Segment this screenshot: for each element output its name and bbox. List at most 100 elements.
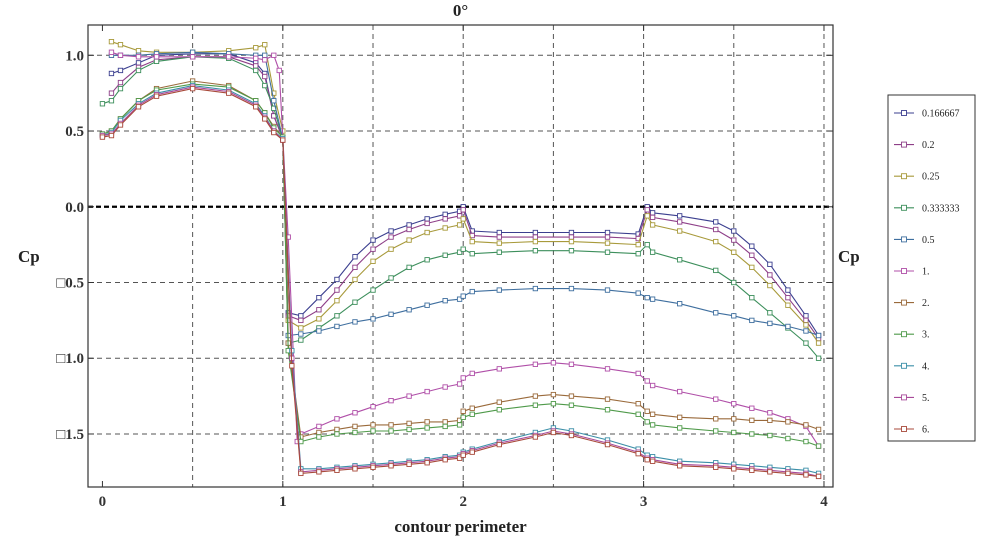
data-point bbox=[749, 405, 755, 411]
data-point bbox=[370, 316, 376, 322]
data-point bbox=[713, 226, 719, 233]
data-point bbox=[424, 257, 430, 263]
data-point bbox=[316, 295, 322, 301]
series-6. bbox=[99, 85, 822, 480]
data-point bbox=[442, 216, 448, 222]
data-point bbox=[406, 420, 412, 427]
data-point bbox=[644, 213, 650, 219]
data-point bbox=[262, 57, 268, 63]
data-point bbox=[424, 216, 430, 222]
data-point bbox=[424, 460, 430, 466]
y-tick-label: □1.5 bbox=[56, 427, 84, 443]
data-point bbox=[316, 469, 322, 475]
data-point bbox=[334, 426, 340, 433]
legend-label: 5. bbox=[922, 393, 930, 404]
plot-frame bbox=[87, 24, 834, 488]
data-point bbox=[271, 52, 277, 58]
legend-item: 0.2 bbox=[894, 140, 935, 151]
data-point bbox=[803, 438, 809, 445]
data-point bbox=[108, 49, 115, 55]
data-point bbox=[285, 234, 291, 240]
data-point bbox=[298, 470, 304, 477]
data-point bbox=[253, 67, 259, 74]
series-line bbox=[102, 86, 819, 477]
data-point bbox=[289, 363, 295, 369]
data-point bbox=[803, 422, 809, 428]
data-point bbox=[785, 323, 791, 330]
x-tick-label: 2 bbox=[459, 494, 467, 510]
data-point bbox=[262, 52, 268, 58]
legend-swatch-marker bbox=[901, 426, 907, 432]
data-point bbox=[316, 307, 322, 313]
legend-label: 0.166667 bbox=[922, 109, 960, 120]
data-point bbox=[456, 213, 463, 219]
data-point bbox=[424, 388, 430, 395]
data-point bbox=[767, 261, 773, 267]
legend-item: 0.333333 bbox=[894, 203, 960, 214]
data-point bbox=[731, 416, 737, 422]
data-point bbox=[604, 366, 611, 372]
data-point bbox=[406, 393, 412, 399]
data-point bbox=[749, 417, 755, 424]
data-point bbox=[262, 73, 268, 80]
data-point bbox=[644, 457, 650, 463]
data-point bbox=[189, 85, 196, 92]
data-point bbox=[262, 42, 268, 48]
data-point bbox=[649, 458, 656, 464]
data-point bbox=[803, 340, 809, 346]
data-point bbox=[731, 228, 737, 234]
legend-swatch-marker bbox=[901, 268, 907, 274]
data-point bbox=[803, 472, 809, 478]
data-point bbox=[226, 54, 232, 60]
data-point bbox=[334, 313, 340, 319]
legend-label: 0.25 bbox=[922, 172, 940, 183]
data-point bbox=[749, 252, 755, 258]
data-point bbox=[550, 360, 557, 366]
data-point bbox=[456, 222, 463, 228]
data-point bbox=[496, 441, 502, 448]
data-point bbox=[649, 296, 656, 302]
data-point bbox=[568, 234, 575, 240]
legend-swatch-marker bbox=[901, 110, 907, 116]
data-point bbox=[635, 401, 641, 407]
data-point bbox=[442, 252, 448, 258]
data-point bbox=[649, 222, 656, 228]
data-point bbox=[460, 375, 466, 381]
legend-label: 4. bbox=[922, 361, 930, 372]
data-point bbox=[604, 407, 611, 413]
data-point bbox=[604, 441, 611, 448]
data-point bbox=[767, 410, 773, 416]
data-point bbox=[469, 411, 475, 417]
data-point bbox=[370, 258, 376, 264]
data-point bbox=[604, 249, 611, 255]
data-point bbox=[677, 228, 683, 234]
data-point bbox=[456, 296, 463, 302]
data-point bbox=[424, 220, 430, 227]
data-point bbox=[280, 137, 286, 143]
data-point bbox=[135, 67, 142, 74]
data-point bbox=[749, 264, 755, 271]
data-point bbox=[469, 288, 475, 295]
data-point bbox=[568, 238, 575, 245]
data-point bbox=[153, 93, 160, 99]
data-point bbox=[785, 419, 791, 425]
data-point bbox=[135, 48, 142, 54]
data-point bbox=[424, 425, 430, 431]
data-point bbox=[644, 378, 650, 384]
series-0.5 bbox=[108, 49, 822, 339]
data-point bbox=[456, 249, 463, 255]
data-point bbox=[496, 229, 502, 236]
data-point bbox=[388, 398, 394, 404]
data-point bbox=[815, 332, 822, 339]
data-point bbox=[749, 295, 755, 301]
data-point bbox=[785, 295, 791, 301]
data-point bbox=[253, 104, 259, 110]
data-point bbox=[406, 222, 412, 228]
data-point bbox=[532, 393, 539, 399]
data-point bbox=[388, 311, 394, 317]
x-axis-title: contour perimeter bbox=[394, 517, 527, 536]
data-point bbox=[108, 39, 115, 45]
data-point bbox=[388, 275, 394, 281]
data-point bbox=[276, 67, 282, 74]
data-point bbox=[334, 467, 340, 473]
